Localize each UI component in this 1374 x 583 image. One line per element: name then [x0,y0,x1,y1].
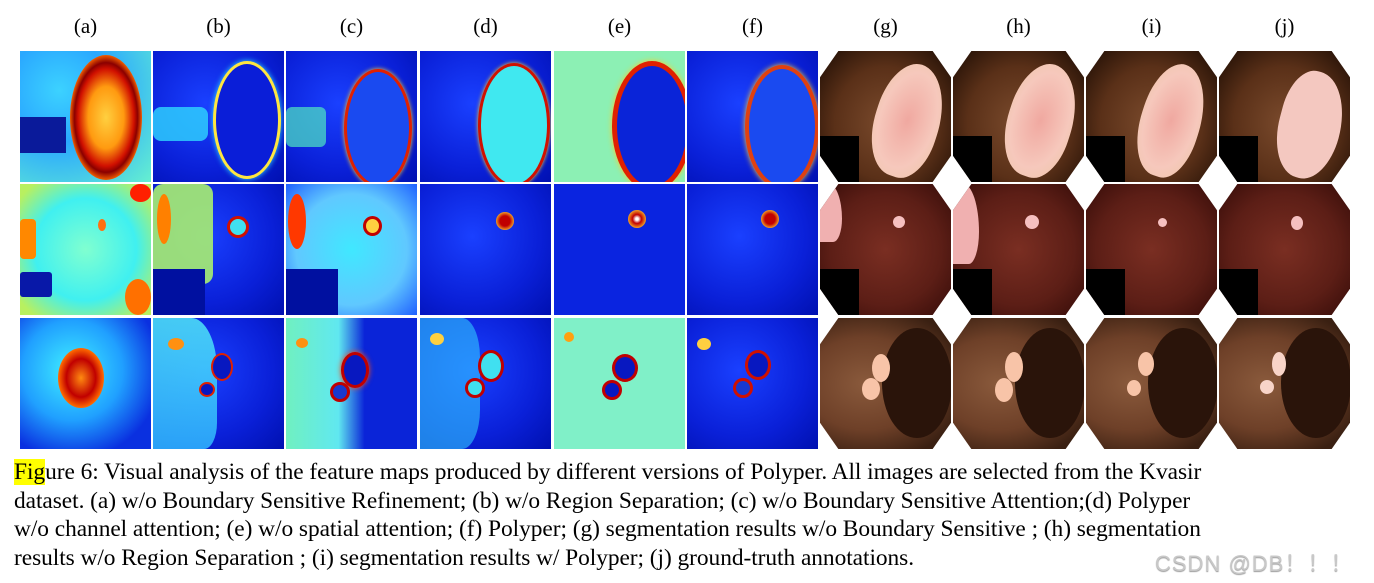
segmentation-i-row1 [1086,51,1217,182]
segmentation-g-row2 [820,184,951,315]
caption-line-1: Figure 6: Visual analysis of the feature… [14,458,1364,487]
heatmap-b-row1 [153,51,284,182]
heatmap-e-row3 [554,318,685,449]
label-e: (e) [607,14,632,38]
heatmap-f-row1 [687,51,818,182]
heatmap-c-row1 [286,51,417,182]
heatmap-b-row2 [153,184,284,315]
heatmap-a-row3 [20,318,151,449]
segmentation-i-row3 [1086,318,1217,449]
caption-line-3: w/o channel attention; (e) w/o spatial a… [14,516,1201,543]
heatmap-a-row2 [20,184,151,315]
segmentation-i-row2 [1086,184,1217,315]
segmentation-g-row1 [820,51,951,182]
heatmap-d-row2 [420,184,551,315]
label-i: (i) [1141,14,1162,38]
caption-line-1-text: ure 6: Visual analysis of the feature ma… [45,459,1202,485]
segmentation-h-row1 [953,51,1084,182]
heatmap-d-row1 [420,51,551,182]
label-g: (g) [873,14,898,38]
heatmap-c-row3 [286,318,417,449]
csdn-watermark: CSDN @DB！！！ [1155,551,1354,576]
heatmap-d-row3 [420,318,551,449]
label-f: (f) [742,14,763,38]
heatmap-c-row2 [286,184,417,315]
column-labels: (a) (b) (c) (d) (e) (f) (g) (h) (i) (j) [0,13,1374,41]
heatmap-f-row3 [687,318,818,449]
segmentation-h-row2 [953,184,1084,315]
segmentation-h-row3 [953,318,1084,449]
heatmap-a-row1 [20,51,151,182]
label-a: (a) [73,14,98,38]
ground-truth-j-row1 [1219,51,1350,182]
caption-line-2: dataset. (a) w/o Boundary Sensitive Refi… [14,487,1191,514]
caption-line-4: results w/o Region Separation ; (i) segm… [14,544,915,571]
label-d: (d) [473,14,498,38]
figure-caption: Figure 6: Visual analysis of the feature… [14,458,1364,572]
caption-highlight: Fig [14,459,46,485]
heatmap-e-row2 [554,184,685,315]
ground-truth-j-row2 [1219,184,1350,315]
segmentation-g-row3 [820,318,951,449]
label-b: (b) [206,14,231,38]
label-h: (h) [1006,14,1031,38]
heatmap-b-row3 [153,318,284,449]
label-j: (j) [1274,14,1295,38]
ground-truth-j-row3 [1219,318,1350,449]
heatmap-f-row2 [687,184,818,315]
label-c: (c) [339,14,364,38]
heatmap-e-row1 [554,51,685,182]
